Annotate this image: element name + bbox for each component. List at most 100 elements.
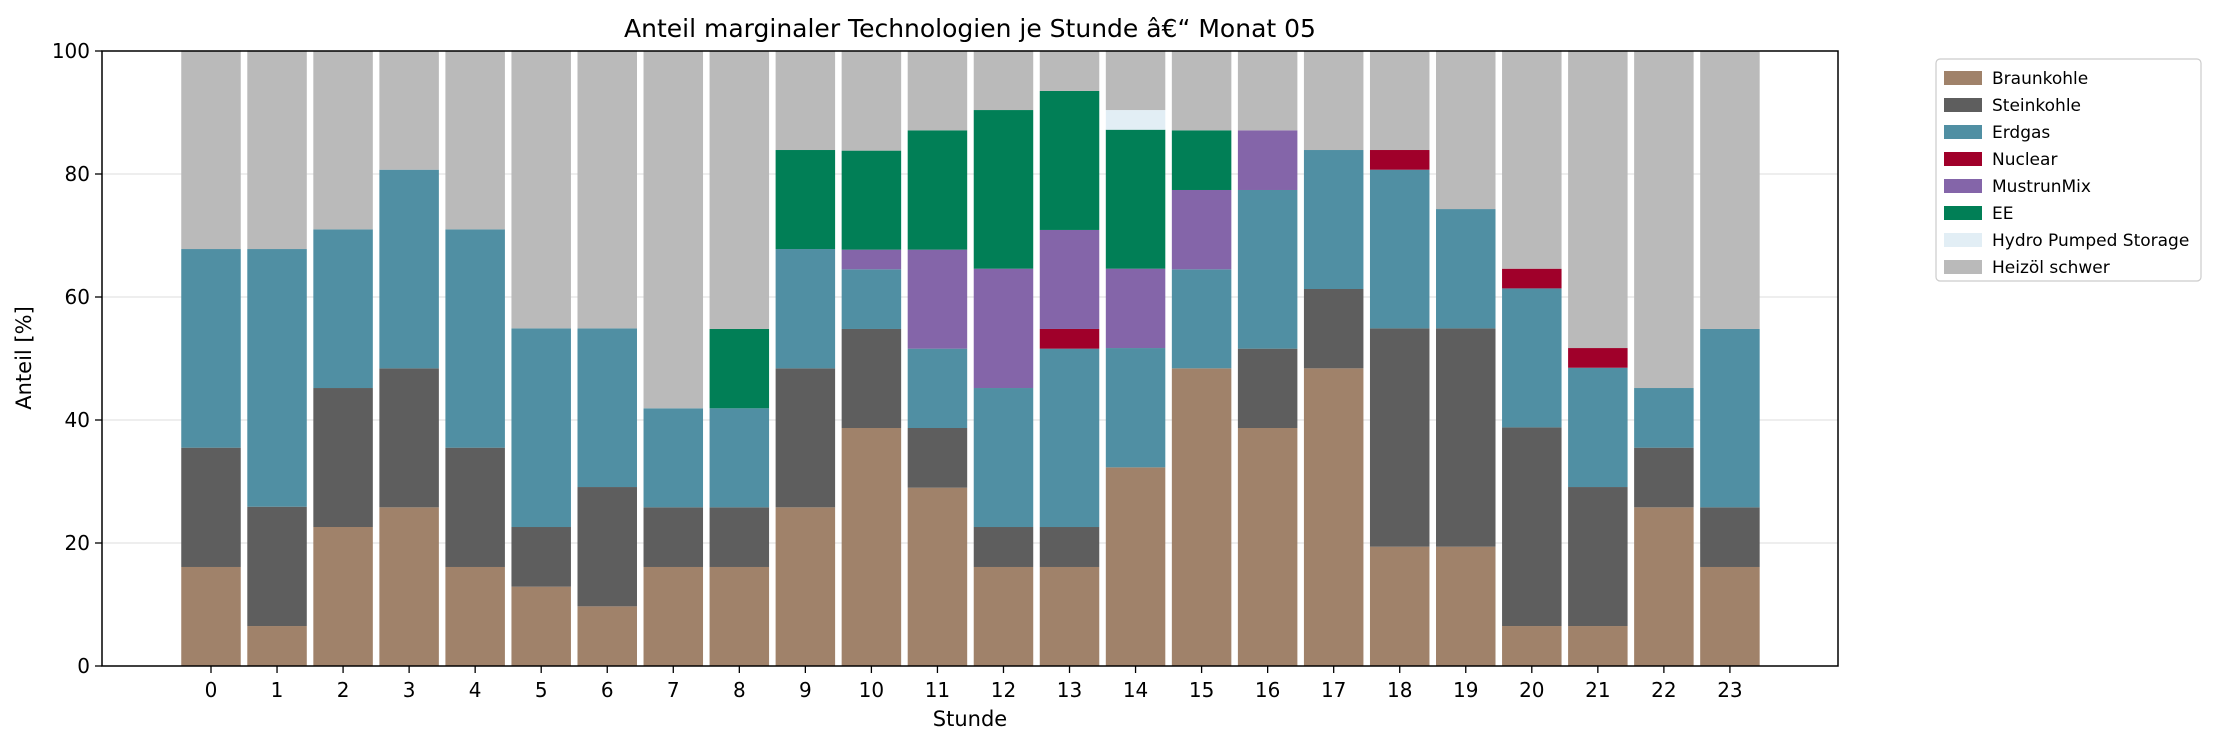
bar-segment-steinkohle-hour-18	[1369, 328, 1430, 547]
legend-label: Hydro Pumped Storage	[1992, 231, 2189, 251]
x-tick-label: 1	[271, 678, 284, 702]
bar-segment-heiz-l-schwer-hour-18	[1369, 51, 1430, 151]
bar-segment-steinkohle-hour-0	[181, 447, 241, 567]
bar-segment-steinkohle-hour-21	[1568, 487, 1628, 627]
bar-stack-hour-21	[1568, 50, 1628, 666]
x-tick-label: 13	[1057, 678, 1082, 702]
bar-segment-steinkohle-hour-9	[775, 368, 836, 508]
bar-segment-heiz-l-schwer-hour-8	[709, 51, 770, 329]
legend-item: Hydro Pumped Storage	[1944, 231, 2189, 251]
bar-segment-braunkohle-hour-18	[1369, 546, 1430, 666]
bar-segment-steinkohle-hour-16	[1237, 348, 1298, 428]
bar-segment-erdgas-hour-0	[181, 249, 241, 448]
legend-item: EE	[1944, 204, 2013, 224]
bar-segment-ee-hour-11	[907, 130, 968, 250]
bar-segment-braunkohle-hour-11	[907, 487, 968, 666]
bar-segment-ee-hour-12	[973, 110, 1034, 269]
bar-segment-ee-hour-14	[1105, 129, 1166, 269]
x-tick-label: 20	[1519, 678, 1544, 702]
legend-swatch	[1944, 152, 1982, 166]
bar-segment-heiz-l-schwer-hour-16	[1237, 51, 1298, 131]
bar-segment-erdgas-hour-14	[1105, 348, 1166, 468]
bar-segment-heiz-l-schwer-hour-1	[247, 50, 307, 250]
bar-segment-heiz-l-schwer-hour-9	[775, 51, 836, 151]
legend-item: Nuclear	[1944, 150, 2057, 170]
bar-segment-heiz-l-schwer-hour-23	[1700, 51, 1760, 329]
x-tick-label: 5	[535, 678, 548, 702]
x-tick-label: 11	[925, 678, 950, 702]
bar-segment-heiz-l-schwer-hour-20	[1502, 50, 1562, 269]
bar-segment-heiz-l-schwer-hour-10	[841, 51, 902, 151]
bar-segment-braunkohle-hour-17	[1303, 368, 1364, 666]
bar-segment-nuclear-hour-18	[1369, 150, 1430, 170]
x-tick-label: 12	[991, 678, 1016, 702]
bar-segment-erdgas-hour-5	[511, 328, 571, 528]
bar-segment-mustrunmix-hour-16	[1237, 130, 1298, 190]
legend-swatch	[1944, 260, 1982, 274]
bar-segment-braunkohle-hour-1	[247, 626, 307, 666]
bar-stack-hour-10	[841, 51, 902, 666]
bar-segment-heiz-l-schwer-hour-11	[907, 51, 968, 131]
x-tick-label: 10	[859, 678, 884, 702]
bar-segment-nuclear-hour-13	[1039, 328, 1100, 349]
bar-segment-braunkohle-hour-15	[1171, 368, 1232, 666]
legend-label: Erdgas	[1992, 123, 2050, 143]
bar-segment-heiz-l-schwer-hour-5	[511, 50, 571, 329]
legend-item: Erdgas	[1944, 123, 2050, 143]
bar-segment-erdgas-hour-10	[841, 269, 902, 329]
bar-stack-hour-4	[445, 51, 505, 666]
bar-segment-ee-hour-13	[1039, 90, 1100, 230]
bar-segment-braunkohle-hour-0	[181, 566, 241, 666]
plot-frame	[101, 50, 1839, 667]
bar-stack-hour-18	[1369, 51, 1430, 666]
bar-segment-braunkohle-hour-2	[313, 527, 373, 666]
bar-segment-ee-hour-15	[1171, 130, 1232, 190]
x-tick-label: 2	[337, 678, 350, 702]
bar-stack-hour-12	[973, 50, 1034, 666]
bar-segment-erdgas-hour-22	[1634, 388, 1694, 448]
bar-segment-heiz-l-schwer-hour-22	[1634, 51, 1694, 389]
bar-segment-erdgas-hour-12	[973, 388, 1034, 528]
bar-segment-steinkohle-hour-2	[313, 388, 373, 528]
bar-segment-steinkohle-hour-5	[511, 527, 571, 587]
bar-segment-braunkohle-hour-12	[973, 566, 1034, 666]
bar-stack-hour-17	[1303, 51, 1364, 666]
bar-segment-erdgas-hour-6	[577, 328, 637, 488]
x-tick-label: 15	[1189, 678, 1214, 702]
legend-label: Nuclear	[1992, 150, 2057, 170]
bar-segment-heiz-l-schwer-hour-7	[643, 51, 704, 409]
legend-swatch	[1944, 233, 1982, 247]
bar-segment-nuclear-hour-20	[1502, 268, 1562, 289]
bar-segment-braunkohle-hour-9	[775, 507, 836, 666]
bar-segment-erdgas-hour-7	[643, 408, 704, 508]
legend-label: Steinkohle	[1992, 96, 2081, 116]
bar-stack-hour-11	[907, 51, 968, 666]
x-tick-label: 17	[1321, 678, 1346, 702]
bar-segment-braunkohle-hour-6	[577, 606, 637, 666]
bar-segment-steinkohle-hour-11	[907, 427, 968, 488]
bar-segment-braunkohle-hour-16	[1237, 427, 1298, 666]
bar-segment-heiz-l-schwer-hour-13	[1039, 51, 1100, 91]
bar-segment-braunkohle-hour-13	[1039, 566, 1100, 666]
bar-segment-nuclear-hour-21	[1568, 348, 1628, 368]
bar-segment-mustrunmix-hour-13	[1039, 229, 1100, 329]
bar-segment-braunkohle-hour-7	[643, 566, 704, 666]
bar-segment-heiz-l-schwer-hour-17	[1303, 51, 1364, 151]
x-tick-label: 19	[1453, 678, 1478, 702]
bar-segment-steinkohle-hour-13	[1039, 527, 1100, 567]
bar-segment-erdgas-hour-1	[247, 249, 307, 507]
legend: Braunkohle Steinkohle Erdgas Nuclear Mustrun…	[1935, 58, 2202, 282]
legend-label: Braunkohle	[1992, 69, 2088, 89]
bar-segment-steinkohle-hour-6	[577, 487, 637, 607]
bar-stack-hour-7	[643, 51, 704, 666]
bar-segment-mustrunmix-hour-12	[973, 268, 1034, 389]
legend-swatch	[1944, 179, 1982, 193]
bar-segment-braunkohle-hour-14	[1105, 467, 1166, 666]
y-tick-label: 100	[52, 39, 90, 63]
y-axis-label: Anteil [%]	[12, 306, 36, 410]
bar-segment-mustrunmix-hour-10	[841, 249, 902, 270]
x-tick-label: 7	[667, 678, 680, 702]
bar-segment-ee-hour-10	[841, 150, 902, 250]
legend-label: MustrunMix	[1992, 177, 2091, 197]
bar-segment-erdgas-hour-11	[907, 348, 968, 428]
